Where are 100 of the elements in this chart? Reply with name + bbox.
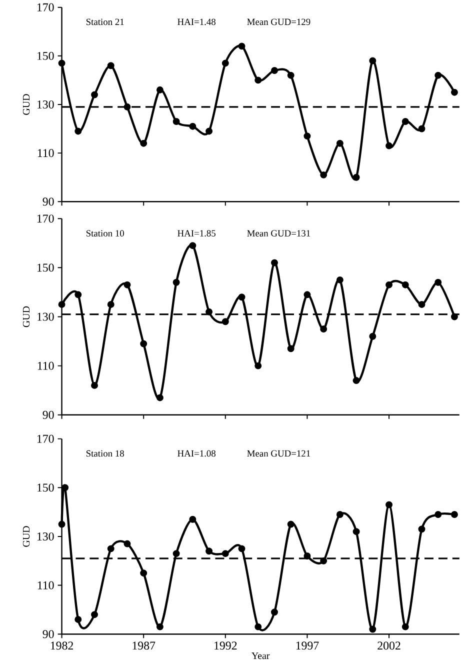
point	[418, 300, 426, 308]
annotation: Station 18	[86, 450, 124, 457]
point	[336, 276, 344, 284]
point	[222, 550, 229, 558]
point	[418, 526, 426, 533]
point	[124, 103, 131, 110]
point	[304, 552, 311, 560]
point	[369, 626, 376, 633]
point	[369, 57, 376, 64]
y-tick-label: 110	[38, 149, 54, 158]
point	[320, 171, 327, 178]
y-tick-label: 170	[37, 434, 54, 443]
point	[189, 122, 196, 130]
point	[352, 377, 360, 384]
point	[287, 72, 294, 79]
x-axis-title: Year	[251, 652, 270, 660]
point	[172, 118, 180, 125]
point	[238, 545, 246, 552]
y-tick-label: 170	[37, 214, 54, 223]
point	[107, 62, 114, 70]
point	[304, 291, 311, 298]
annotation: Mean GUD=131	[246, 230, 310, 236]
y-tick-label: 130	[37, 100, 54, 108]
y-tick-label: 150	[37, 484, 54, 492]
y-axis-title: GUD	[22, 306, 30, 328]
point	[58, 60, 66, 67]
point	[270, 259, 278, 266]
point	[402, 118, 409, 125]
point	[205, 548, 212, 555]
y-tick-label: 90	[42, 198, 54, 206]
annotation: Station 21	[86, 18, 124, 26]
point	[172, 550, 180, 558]
point	[450, 313, 458, 320]
point	[254, 362, 262, 370]
point	[352, 174, 360, 181]
point	[90, 611, 98, 618]
point	[254, 623, 262, 630]
point	[369, 332, 376, 340]
point	[434, 72, 442, 79]
point	[140, 140, 147, 147]
y-tick-label: 130	[37, 312, 54, 321]
point	[385, 281, 392, 288]
point	[320, 557, 327, 564]
point	[156, 394, 164, 402]
point	[205, 308, 212, 316]
point	[222, 60, 229, 67]
point	[74, 616, 82, 623]
y-tick-label: 90	[42, 410, 54, 419]
point	[156, 86, 164, 94]
point	[270, 66, 278, 74]
y-axis-title: GUD	[22, 526, 30, 547]
point	[434, 511, 442, 518]
y-axis-title: GUD	[22, 94, 30, 115]
point	[287, 345, 294, 352]
x-tick-label: 1997	[296, 642, 319, 650]
point	[450, 88, 458, 96]
point	[107, 545, 114, 552]
point	[107, 300, 114, 308]
point	[336, 140, 344, 147]
x-tick-label: 1992	[214, 642, 236, 650]
point	[238, 294, 246, 301]
point	[385, 501, 392, 508]
annotation: HAI=1.85	[177, 230, 216, 237]
annotation: Station 10	[86, 230, 124, 236]
point	[270, 608, 278, 616]
annotation: Mean GUD=121	[246, 450, 310, 457]
x-tick-label: 2002	[377, 642, 400, 650]
point	[189, 516, 196, 523]
x-tick-label: 1987	[132, 642, 155, 650]
y-tick-label: 170	[37, 3, 54, 12]
point	[74, 128, 82, 135]
point	[140, 570, 147, 577]
point	[385, 142, 392, 150]
point	[74, 291, 82, 298]
point	[140, 340, 147, 348]
point	[287, 520, 294, 528]
point	[58, 300, 66, 308]
point	[90, 91, 98, 98]
y-tick-label: 90	[42, 630, 54, 638]
point	[352, 528, 360, 536]
point	[402, 623, 409, 630]
x-tick-label: 1982	[50, 642, 73, 650]
annotation: HAI=1.08	[177, 450, 216, 457]
point	[418, 125, 426, 132]
point	[450, 511, 458, 518]
y-tick-label: 150	[37, 52, 54, 60]
point	[336, 511, 344, 518]
point	[238, 42, 246, 50]
point	[124, 540, 131, 548]
y-tick-label: 110	[38, 362, 54, 370]
point	[205, 128, 212, 135]
y-tick-label: 130	[37, 532, 54, 540]
point	[434, 278, 442, 286]
point	[156, 623, 164, 630]
point	[402, 281, 409, 288]
y-tick-label: 150	[37, 264, 54, 272]
point	[124, 281, 131, 288]
point	[90, 382, 98, 389]
annotation: HAI=1.48	[177, 18, 216, 26]
annotation: Mean GUD=129	[246, 18, 310, 26]
